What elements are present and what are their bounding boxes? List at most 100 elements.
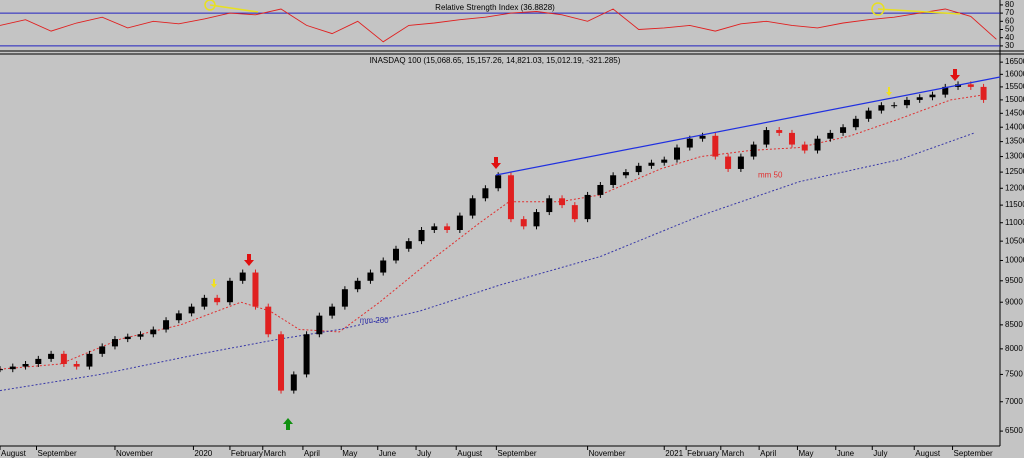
rsi-title: Relative Strength Index (36.8828): [435, 3, 555, 12]
series-label: mm 50: [758, 171, 783, 180]
candle: [942, 86, 949, 95]
y-tick-label: 8500: [1005, 320, 1023, 329]
candle: [903, 99, 910, 106]
y-tick-label: 40: [1005, 33, 1014, 42]
y-tick-label: 8000: [1005, 344, 1023, 353]
x-tick-label: February: [231, 449, 263, 458]
divergence-circle: [204, 0, 216, 11]
candle: [712, 135, 719, 157]
candle: [456, 215, 463, 230]
candle: [674, 147, 681, 160]
candle: [73, 363, 80, 367]
candle: [648, 162, 655, 166]
x-tick-label: September: [37, 449, 76, 458]
y-tick-label: 16000: [1005, 69, 1024, 78]
candle: [22, 363, 29, 367]
y-tick-label: 80: [1005, 0, 1014, 9]
candle: [265, 306, 272, 335]
y-tick-label: 16500: [1005, 57, 1024, 66]
candle: [878, 105, 885, 111]
candle: [290, 374, 297, 391]
candle: [661, 159, 668, 163]
y-tick-label: 30: [1005, 41, 1014, 50]
x-tick-label: April: [760, 449, 776, 458]
candle: [699, 135, 706, 139]
candle: [188, 306, 195, 314]
x-tick-label: February: [687, 449, 719, 458]
candle: [750, 144, 757, 157]
candle: [175, 313, 182, 321]
x-tick-label: September: [954, 449, 993, 458]
x-tick-label: August: [915, 449, 941, 458]
y-tick-label: 12500: [1005, 167, 1024, 176]
x-tick-label: June: [837, 449, 855, 458]
candle: [9, 366, 16, 370]
candle: [341, 289, 348, 307]
candle: [571, 205, 578, 220]
candle: [967, 84, 974, 87]
x-tick-label: August: [457, 449, 483, 458]
x-tick-label: May: [342, 449, 357, 458]
y-tick-label: 10500: [1005, 236, 1024, 245]
candle: [929, 94, 936, 98]
moving-average: [0, 94, 986, 370]
x-tick-label: April: [304, 449, 320, 458]
moving-average: [0, 132, 975, 392]
y-tick-label: 14000: [1005, 122, 1024, 131]
y-tick-label: 7000: [1005, 397, 1023, 406]
annotations: [204, 0, 1001, 430]
x-tick-label: March: [264, 449, 286, 458]
y-tick-label: 6500: [1005, 426, 1023, 435]
candle: [150, 329, 157, 335]
candle: [444, 226, 451, 230]
candle: [329, 306, 336, 316]
candle: [891, 105, 898, 107]
candle: [610, 175, 617, 185]
y-tick-label: 11500: [1005, 200, 1024, 209]
candle: [520, 219, 527, 227]
candle: [86, 353, 93, 367]
y-tick-label: 13500: [1005, 137, 1024, 146]
candle: [980, 86, 987, 100]
price-title: INASDAQ 100 (15,068.65, 15,157.26, 14,82…: [370, 56, 621, 65]
candle: [725, 156, 732, 169]
candle: [214, 297, 221, 303]
series-label: mm 200: [360, 316, 389, 325]
candle: [840, 127, 847, 133]
y-tick-label: 12000: [1005, 183, 1024, 192]
x-tick-label: 2020: [194, 449, 212, 458]
x-tick-label: November: [116, 449, 153, 458]
candle: [163, 320, 170, 330]
x-tick-label: June: [379, 449, 397, 458]
candle: [124, 336, 131, 340]
candle: [99, 346, 106, 354]
candle: [482, 188, 489, 199]
x-tick-label: July: [417, 449, 431, 458]
candle: [737, 156, 744, 169]
candle: [60, 353, 67, 364]
y-tick-label: 60: [1005, 16, 1014, 25]
candle: [239, 272, 246, 281]
candle: [584, 194, 591, 220]
divergence-circle: [871, 2, 885, 16]
candle: [597, 184, 604, 195]
y-tick-label: 50: [1005, 25, 1014, 34]
sell-arrow: [950, 69, 960, 81]
y-tick-label: 15500: [1005, 82, 1024, 91]
candle: [865, 110, 872, 119]
candle: [622, 172, 629, 176]
x-tick-label: 2021: [665, 449, 683, 458]
candle: [469, 198, 476, 216]
candle: [546, 198, 553, 213]
y-tick-label: 70: [1005, 8, 1014, 17]
x-tick-label: August: [1, 449, 27, 458]
y-tick-label: 15000: [1005, 95, 1024, 104]
trend-line: [495, 76, 1001, 176]
candle: [827, 132, 834, 139]
candle: [367, 272, 374, 281]
candle: [418, 229, 425, 242]
candle: [226, 280, 233, 303]
candle: [788, 132, 795, 145]
candle: [763, 130, 770, 145]
